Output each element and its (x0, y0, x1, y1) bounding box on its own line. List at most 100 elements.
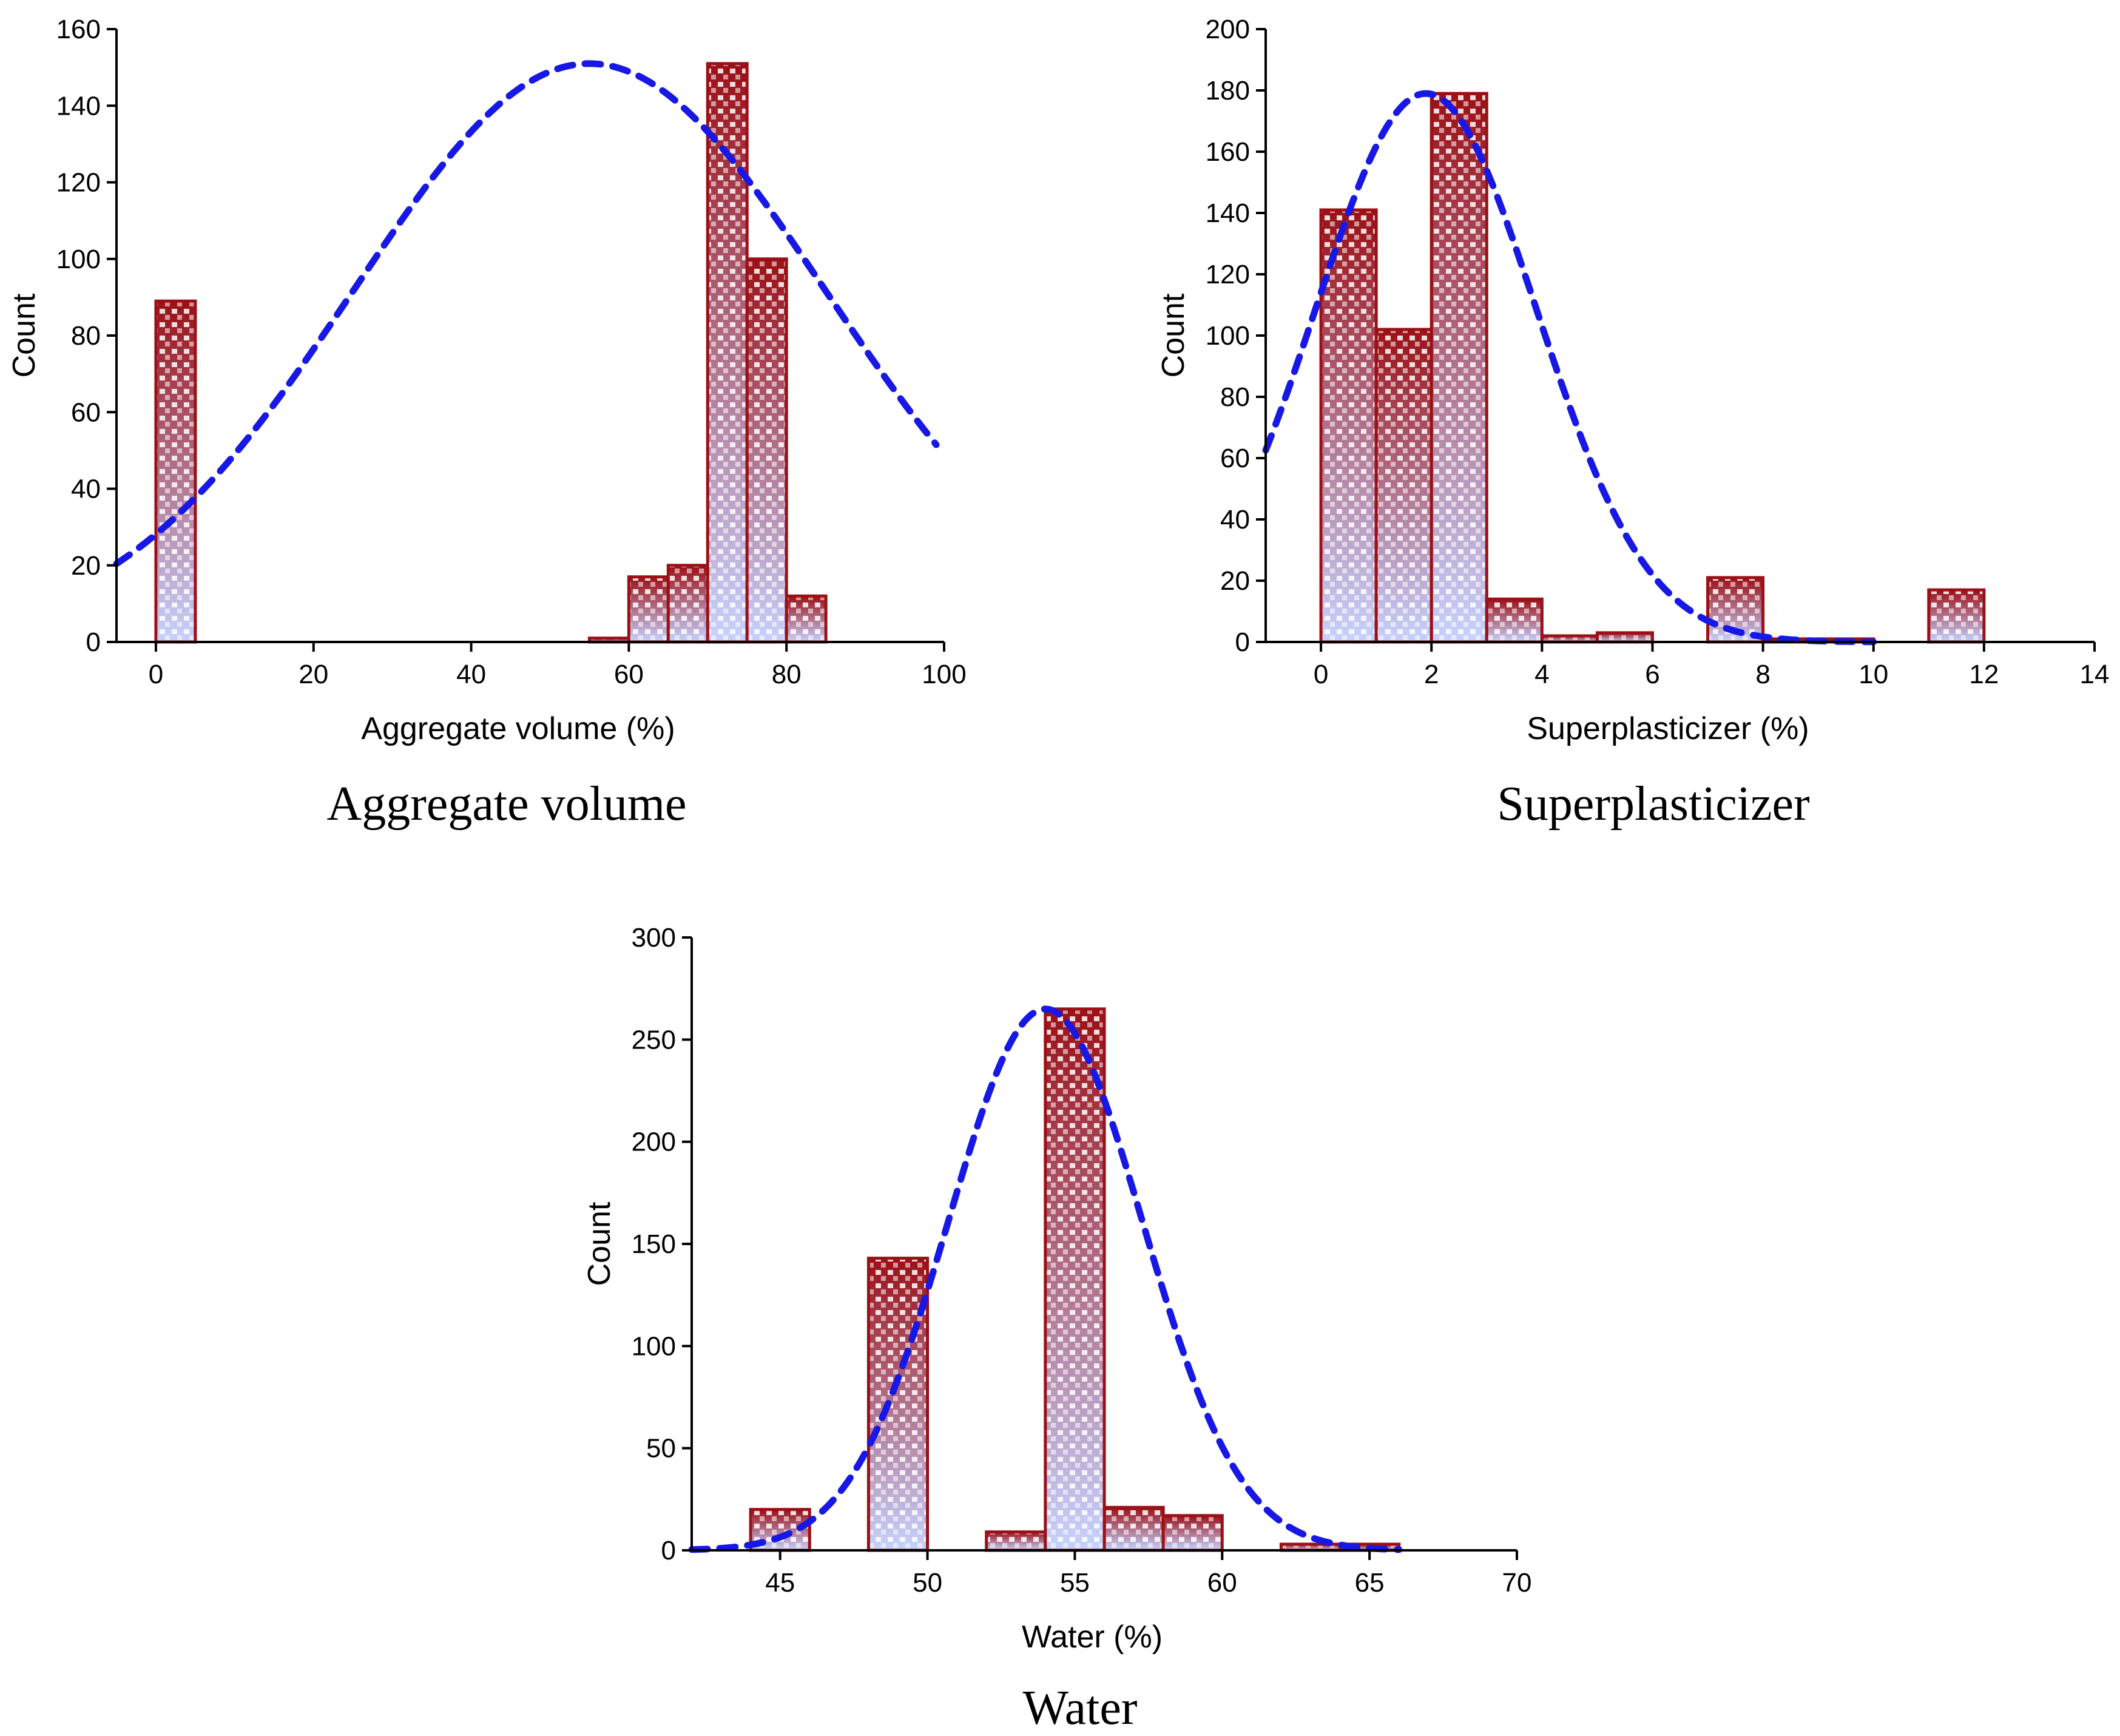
bar-pattern (1045, 1008, 1104, 1550)
y-tick-label: 0 (86, 627, 101, 657)
bar-pattern (1597, 632, 1653, 642)
x-axis-label: Aggregate volume (%) (361, 711, 675, 746)
histogram-bar (1927, 588, 1986, 644)
y-tick-label: 250 (632, 1025, 676, 1055)
x-tick-label: 10 (1858, 660, 1888, 689)
bar-pattern (868, 1258, 928, 1550)
y-tick-label: 20 (71, 551, 101, 581)
bar-pattern (1487, 599, 1542, 642)
x-tick-label: 8 (1755, 660, 1770, 689)
y-tick-label: 40 (1220, 505, 1250, 535)
bar-pattern (1431, 93, 1487, 643)
bar-pattern (747, 258, 787, 642)
chart-superplasticizer: 0 20 40 60 80 100 120 140 160 180 200 0 2 4 6 8 10 12 14 Su… (1156, 15, 2109, 746)
y-axis-label: Count (7, 293, 42, 377)
bar-pattern (1542, 635, 1598, 642)
y-tick-label: 100 (56, 245, 101, 274)
histogram-bar (866, 1257, 930, 1552)
x-tick-label: 100 (922, 660, 966, 689)
y-tick-label: 0 (661, 1536, 676, 1565)
bar-pattern (707, 63, 748, 642)
bar-pattern (1928, 590, 1984, 642)
histogram-bar (1161, 1514, 1224, 1552)
caption-water: Water (1022, 1681, 1138, 1735)
y-tick-label: 120 (1206, 260, 1250, 289)
x-axis-label: Water (%) (1022, 1619, 1163, 1655)
histogram-bar (745, 257, 788, 644)
x-tick-label: 70 (1502, 1568, 1532, 1598)
x-tick-label: 0 (1314, 660, 1328, 689)
x-tick-label: 2 (1424, 660, 1439, 689)
histogram-bar (706, 62, 749, 644)
y-tick-label: 20 (1220, 566, 1250, 596)
x-tick-label: 60 (614, 660, 644, 689)
y-tick-label: 160 (56, 15, 101, 44)
y-tick-label: 50 (646, 1434, 676, 1464)
y-tick-label: 120 (56, 168, 101, 198)
bar-pattern (986, 1532, 1045, 1550)
bar-pattern (1376, 329, 1432, 642)
x-tick-label: 60 (1207, 1568, 1237, 1598)
x-tick-label: 65 (1355, 1568, 1385, 1598)
bar-pattern (786, 596, 826, 642)
histogram-bar (1374, 328, 1433, 644)
histogram-bar (1319, 208, 1378, 644)
y-tick-label: 150 (632, 1229, 676, 1259)
bar-pattern (629, 576, 669, 642)
x-tick-label: 50 (913, 1568, 942, 1598)
x-tick-label: 20 (299, 660, 328, 689)
y-tick-label: 200 (632, 1127, 676, 1157)
bar-pattern (668, 565, 708, 642)
bar-pattern (1281, 1544, 1340, 1550)
histogram-bar (154, 299, 197, 644)
caption-superplasticizer: Superplasticizer (1497, 777, 1810, 831)
x-tick-label: 55 (1060, 1568, 1090, 1598)
histogram-bar (1430, 92, 1488, 644)
bar-pattern (1321, 209, 1377, 642)
histogram-bar (627, 575, 670, 644)
histogram-bar (1044, 1007, 1106, 1552)
bar-pattern (1163, 1515, 1223, 1550)
y-tick-label: 140 (1206, 198, 1250, 228)
y-tick-label: 100 (1206, 321, 1250, 351)
normal-fit-curve (113, 60, 940, 567)
x-tick-label: 14 (2080, 660, 2110, 689)
histogram-bar (1595, 631, 1654, 644)
y-tick-label: 100 (632, 1331, 676, 1361)
x-tick-label: 12 (1969, 660, 1999, 689)
histogram-bar (985, 1530, 1047, 1552)
x-tick-label: 4 (1534, 660, 1549, 689)
bar-pattern (589, 638, 629, 642)
bar-pattern (1104, 1507, 1164, 1550)
y-tick-label: 140 (56, 91, 101, 121)
histogram-bar (785, 594, 828, 644)
chart-aggregate-volume: 0 20 40 60 80 100 120 140 160 0 20 40 60 80 100 Aggrega… (7, 15, 967, 746)
normal-fit-curve (688, 1005, 1403, 1553)
y-axis-label: Count (1156, 293, 1191, 377)
y-tick-label: 40 (71, 475, 101, 504)
x-tick-label: 40 (456, 660, 486, 689)
x-tick-label: 0 (149, 660, 163, 689)
y-tick-label: 180 (1206, 76, 1250, 106)
x-axis-label: Superplasticizer (%) (1527, 711, 1809, 746)
caption-aggregate-volume: Aggregate volume (326, 777, 687, 831)
bar-pattern (155, 301, 195, 642)
chart-water: 0 50 100 150 200 250 300 45 50 55 60 65 70 Water (%) C… (582, 923, 1531, 1655)
y-axis-label: Count (582, 1201, 617, 1286)
histogram-bar (1102, 1505, 1165, 1552)
y-tick-label: 300 (632, 923, 676, 953)
x-tick-label: 6 (1645, 660, 1659, 689)
normal-fit-curve (1262, 90, 1877, 646)
histogram-bar (666, 564, 709, 644)
y-tick-label: 200 (1206, 15, 1250, 44)
y-tick-label: 160 (1206, 137, 1250, 167)
histogram-bar (1485, 597, 1544, 644)
y-tick-label: 80 (71, 321, 101, 351)
x-tick-label: 80 (772, 660, 802, 689)
y-tick-label: 60 (71, 397, 101, 427)
y-tick-label: 0 (1235, 627, 1250, 657)
x-tick-label: 45 (765, 1568, 795, 1598)
y-tick-label: 80 (1220, 382, 1250, 412)
y-tick-label: 60 (1220, 444, 1250, 473)
